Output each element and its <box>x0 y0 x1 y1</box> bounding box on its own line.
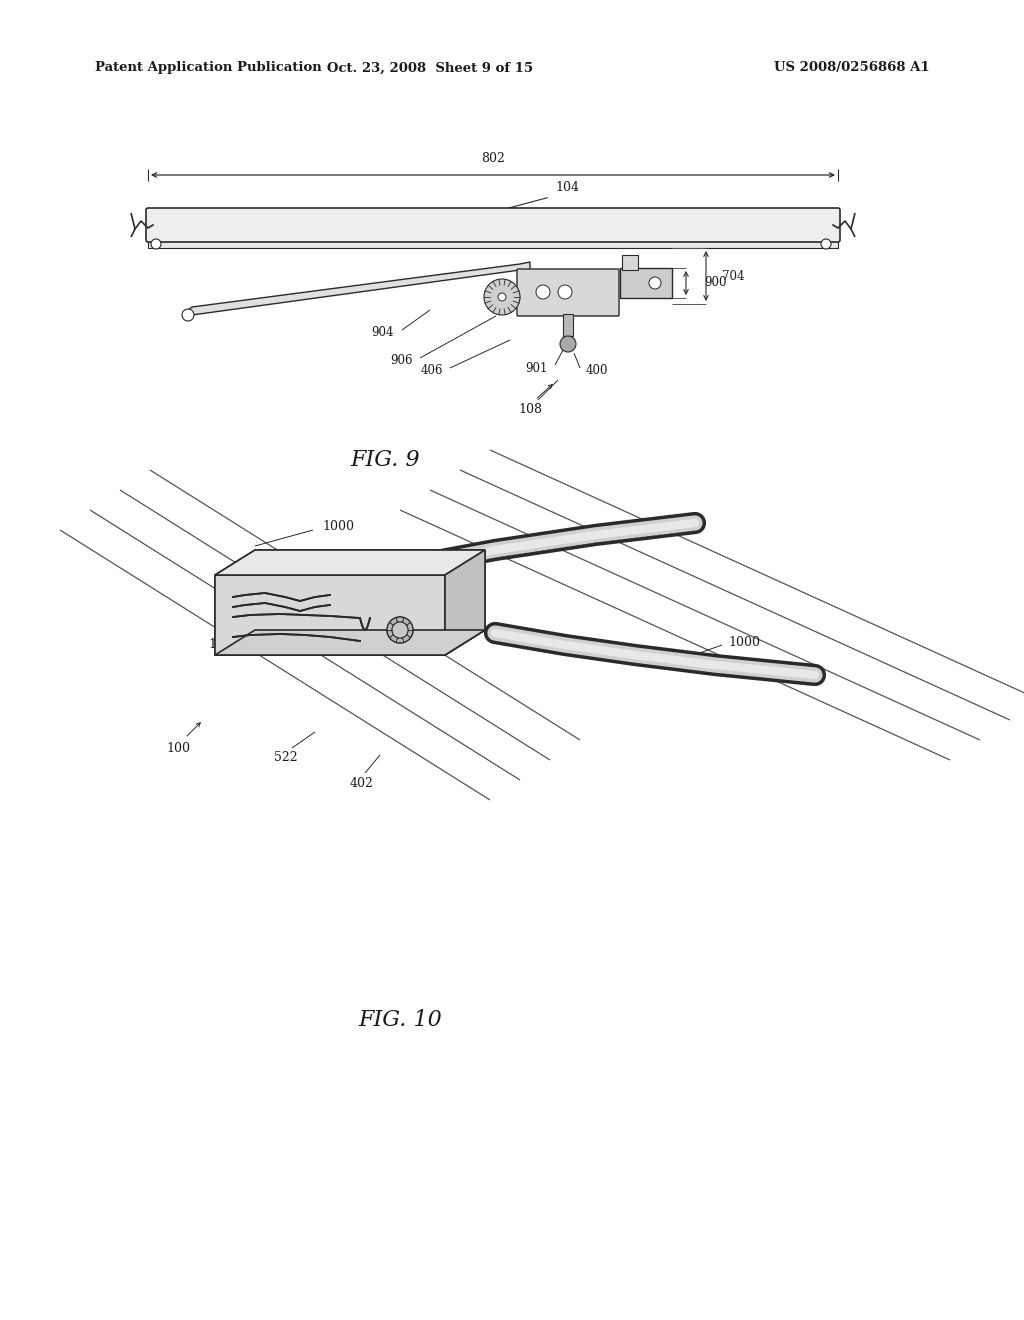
Text: 802: 802 <box>481 152 505 165</box>
Text: FIG. 10: FIG. 10 <box>358 1008 442 1031</box>
Circle shape <box>392 622 408 638</box>
Circle shape <box>558 285 572 300</box>
Bar <box>622 255 638 271</box>
Text: US 2008/0256868 A1: US 2008/0256868 A1 <box>774 62 930 74</box>
Text: 108: 108 <box>518 403 542 416</box>
Bar <box>148 240 838 248</box>
Circle shape <box>484 279 520 315</box>
Polygon shape <box>215 630 485 655</box>
Text: FIG. 9: FIG. 9 <box>350 449 420 471</box>
Circle shape <box>536 285 550 300</box>
Circle shape <box>498 293 506 301</box>
Polygon shape <box>215 550 485 576</box>
Text: 906: 906 <box>390 355 413 367</box>
Text: 1000: 1000 <box>728 636 760 649</box>
Circle shape <box>649 277 662 289</box>
Polygon shape <box>445 550 485 655</box>
Polygon shape <box>215 630 485 655</box>
Circle shape <box>151 239 161 249</box>
Polygon shape <box>445 550 485 655</box>
Text: 402: 402 <box>350 777 374 789</box>
Text: 901: 901 <box>525 362 548 375</box>
FancyBboxPatch shape <box>517 269 618 315</box>
Circle shape <box>387 616 413 643</box>
Polygon shape <box>185 261 530 318</box>
Text: 1000: 1000 <box>322 520 354 533</box>
Text: 900: 900 <box>705 276 726 289</box>
Polygon shape <box>215 576 445 655</box>
Text: 104: 104 <box>555 181 579 194</box>
Circle shape <box>392 622 408 638</box>
FancyBboxPatch shape <box>146 209 840 242</box>
Text: 904: 904 <box>372 326 394 339</box>
Text: Oct. 23, 2008  Sheet 9 of 15: Oct. 23, 2008 Sheet 9 of 15 <box>327 62 534 74</box>
Text: 108: 108 <box>208 638 232 651</box>
Polygon shape <box>215 576 445 655</box>
Text: 704: 704 <box>722 269 744 282</box>
Text: 406: 406 <box>421 364 443 378</box>
Bar <box>620 268 672 298</box>
Text: 104: 104 <box>513 536 537 549</box>
Text: 522: 522 <box>274 751 298 764</box>
Circle shape <box>821 239 831 249</box>
Bar <box>563 314 573 337</box>
Text: Patent Application Publication: Patent Application Publication <box>95 62 322 74</box>
Circle shape <box>182 309 194 321</box>
Circle shape <box>560 337 575 352</box>
Polygon shape <box>215 550 485 576</box>
Text: 400: 400 <box>586 364 608 378</box>
Circle shape <box>387 616 413 643</box>
Text: 100: 100 <box>166 742 190 755</box>
